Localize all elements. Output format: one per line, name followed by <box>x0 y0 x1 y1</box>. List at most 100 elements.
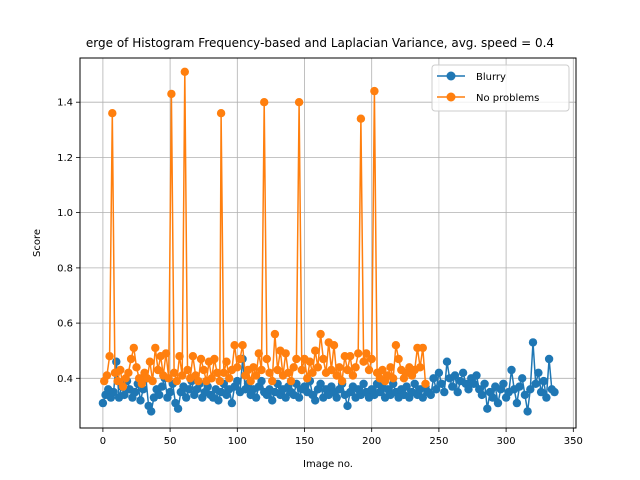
data-point <box>235 354 245 364</box>
x-tick-label: 150 <box>295 436 314 447</box>
data-point <box>421 379 430 388</box>
data-point <box>316 329 325 339</box>
data-point <box>418 393 427 402</box>
data-point <box>518 374 527 383</box>
data-point <box>227 398 237 408</box>
data-point <box>356 114 366 123</box>
data-point <box>175 352 184 361</box>
data-point <box>165 387 175 397</box>
data-point <box>311 396 320 405</box>
data-point <box>251 393 261 402</box>
legend-no-problems-label: No problems <box>476 93 539 104</box>
data-point <box>214 396 223 405</box>
data-point <box>450 371 460 380</box>
data-point <box>129 343 138 353</box>
data-point <box>348 371 358 380</box>
data-point <box>370 86 379 96</box>
data-point <box>182 393 191 402</box>
data-point <box>118 382 128 391</box>
data-point <box>230 341 239 350</box>
legend-box <box>431 64 570 112</box>
data-point <box>499 379 508 388</box>
series-layer <box>98 67 559 416</box>
series-no-problems <box>100 67 430 391</box>
data-point <box>292 354 301 364</box>
legend-blurry-label: Blurry <box>476 72 506 83</box>
data-point <box>316 379 325 388</box>
data-point <box>313 363 323 372</box>
data-point <box>332 371 341 380</box>
data-point <box>265 368 274 377</box>
data-point <box>523 407 532 416</box>
data-point <box>130 387 140 397</box>
data-point <box>120 390 129 400</box>
data-point <box>442 357 452 366</box>
data-point <box>132 363 141 372</box>
data-point <box>148 376 157 386</box>
data-point <box>151 343 160 353</box>
data-point <box>116 365 125 375</box>
series-blurry <box>98 338 559 416</box>
data-point <box>273 365 282 375</box>
data-point <box>426 390 435 400</box>
data-point <box>367 354 376 364</box>
data-point <box>102 371 112 380</box>
data-point <box>281 349 290 358</box>
x-axis-label: Image no. <box>303 459 353 470</box>
x-tick-label: 350 <box>564 436 583 447</box>
data-point <box>539 376 548 386</box>
data-point <box>251 371 261 380</box>
legend-blurry-marker <box>446 71 456 81</box>
data-point <box>98 398 108 408</box>
data-point <box>184 385 194 394</box>
data-point <box>483 404 492 413</box>
data-point <box>359 357 368 366</box>
data-point <box>286 376 296 386</box>
data-point <box>233 376 242 386</box>
data-point <box>507 365 516 375</box>
data-point <box>415 363 425 372</box>
data-point <box>188 352 198 361</box>
data-point <box>169 368 179 377</box>
data-point <box>437 379 446 388</box>
data-point <box>378 365 387 375</box>
data-point <box>305 357 315 366</box>
data-point <box>297 365 306 375</box>
data-point <box>212 368 222 377</box>
data-point <box>172 376 181 386</box>
data-point <box>469 379 478 388</box>
data-point <box>109 387 118 397</box>
data-point <box>161 349 171 358</box>
data-point <box>528 338 538 347</box>
data-point <box>183 365 192 375</box>
y-tick-label: 1.4 <box>57 98 73 109</box>
data-point <box>311 346 320 355</box>
data-point <box>219 368 228 377</box>
data-point <box>534 368 543 377</box>
data-point <box>147 407 156 416</box>
data-point <box>391 341 401 350</box>
data-point <box>167 89 176 99</box>
data-point <box>319 354 328 364</box>
data-point <box>332 393 341 402</box>
data-point <box>364 365 374 375</box>
series-line <box>103 71 427 388</box>
data-point <box>327 365 336 375</box>
data-point <box>544 354 554 364</box>
data-point <box>199 365 208 375</box>
x-tick-label: 100 <box>228 436 247 447</box>
x-tick-label: 200 <box>362 436 381 447</box>
data-point <box>136 396 145 405</box>
data-point <box>458 368 468 377</box>
data-point <box>351 363 360 372</box>
data-point <box>207 374 216 383</box>
data-point <box>477 390 487 400</box>
data-point <box>270 329 280 339</box>
data-point <box>448 382 457 391</box>
data-point <box>472 371 481 380</box>
data-point <box>335 363 344 372</box>
y-axis: 0.4 0.6 0.8 1.0 1.2 1.4 <box>57 98 80 385</box>
x-axis: 0 50 100 150 200 250 300 350 <box>100 428 583 447</box>
data-point <box>386 363 395 372</box>
data-point <box>216 109 226 118</box>
